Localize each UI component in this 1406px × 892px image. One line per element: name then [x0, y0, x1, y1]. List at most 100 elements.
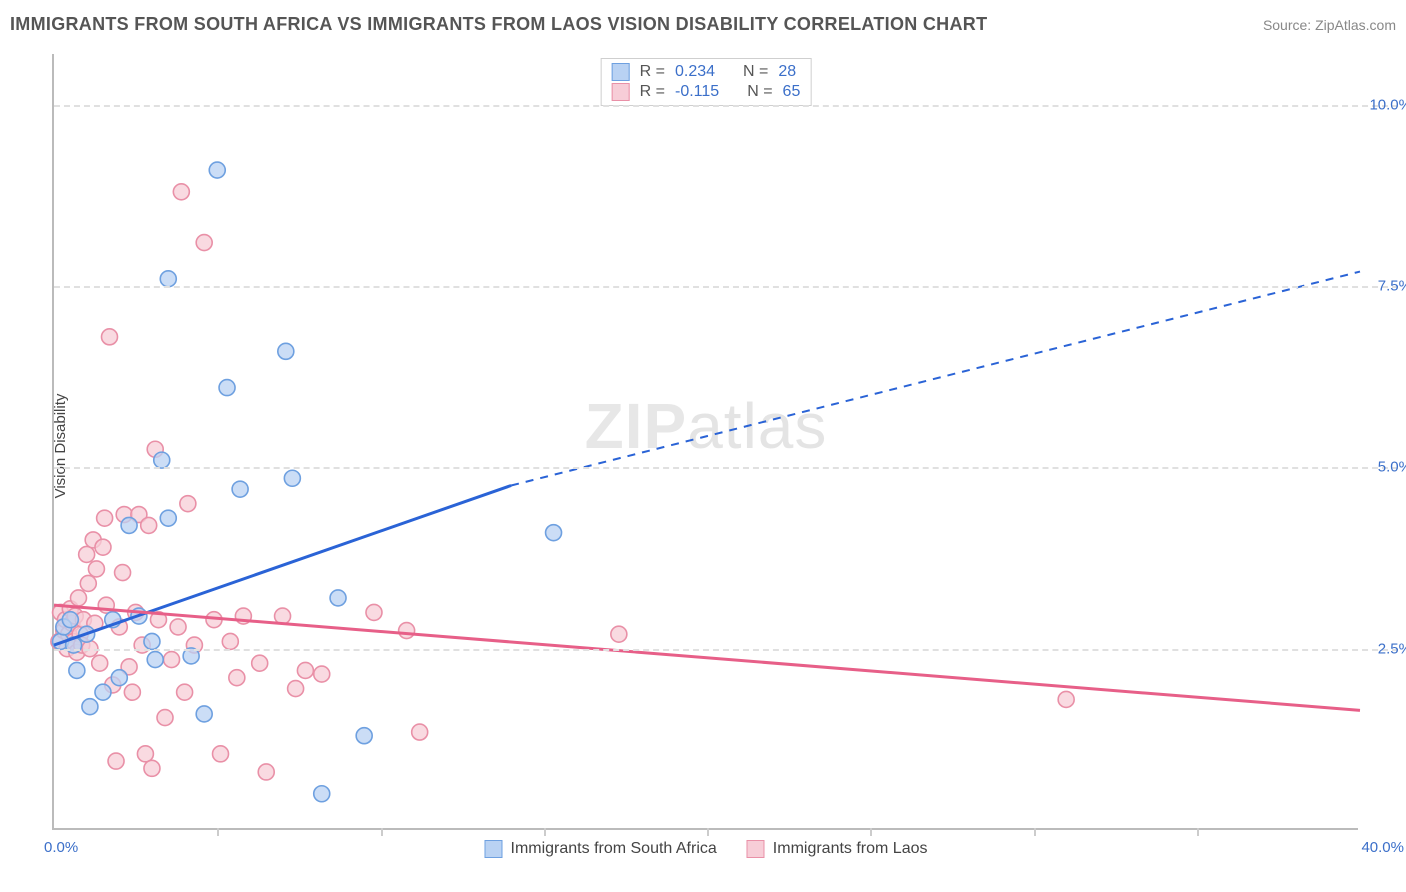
legend-label-0: Immigrants from South Africa: [510, 840, 716, 858]
scatter-point-laos: [229, 670, 245, 686]
scatter-point-south_africa: [209, 162, 225, 178]
scatter-point-laos: [137, 746, 153, 762]
n-label-1: N =: [747, 83, 772, 101]
y-tick-label: 2.5%: [1378, 640, 1406, 657]
scatter-point-laos: [88, 561, 104, 577]
plot-svg: [54, 54, 1360, 830]
x-tick: [1034, 828, 1036, 836]
scatter-point-south_africa: [69, 662, 85, 678]
swatch-south-africa: [612, 63, 630, 81]
scatter-point-south_africa: [278, 343, 294, 359]
scatter-point-south_africa: [314, 786, 330, 802]
r-value-1: -0.115: [675, 83, 719, 101]
x-tick: [1197, 828, 1199, 836]
scatter-point-laos: [213, 746, 229, 762]
scatter-point-laos: [1058, 691, 1074, 707]
gridline: [54, 467, 1398, 469]
x-tick: [544, 828, 546, 836]
r-label-0: R =: [640, 63, 665, 81]
scatter-point-laos: [252, 655, 268, 671]
legend-stats-row-1: R = -0.115 N = 65: [612, 82, 801, 102]
scatter-point-south_africa: [147, 652, 163, 668]
scatter-point-laos: [258, 764, 274, 780]
title-bar: IMMIGRANTS FROM SOUTH AFRICA VS IMMIGRAN…: [10, 14, 1396, 35]
scatter-point-south_africa: [62, 612, 78, 628]
gridline: [54, 105, 1398, 107]
gridline: [54, 649, 1398, 651]
swatch-laos: [612, 83, 630, 101]
scatter-point-laos: [79, 546, 95, 562]
scatter-point-laos: [124, 684, 140, 700]
scatter-point-laos: [80, 575, 96, 591]
legend-item-south-africa: Immigrants from South Africa: [484, 840, 716, 858]
x-tick: [217, 828, 219, 836]
r-value-0: 0.234: [675, 63, 715, 81]
scatter-point-laos: [164, 652, 180, 668]
legend-stats: R = 0.234 N = 28 R = -0.115 N = 65: [601, 58, 812, 106]
scatter-point-south_africa: [330, 590, 346, 606]
scatter-point-laos: [141, 517, 157, 533]
scatter-point-south_africa: [232, 481, 248, 497]
scatter-point-laos: [95, 539, 111, 555]
scatter-point-laos: [108, 753, 124, 769]
scatter-point-laos: [102, 329, 118, 345]
chart-title: IMMIGRANTS FROM SOUTH AFRICA VS IMMIGRAN…: [10, 14, 987, 35]
scatter-point-south_africa: [546, 525, 562, 541]
source-label: Source: ZipAtlas.com: [1263, 17, 1396, 33]
scatter-point-south_africa: [219, 380, 235, 396]
x-tick: [870, 828, 872, 836]
x-tick: [381, 828, 383, 836]
trend-line-dashed-south_africa: [511, 272, 1360, 486]
swatch-south-africa-b: [484, 840, 502, 858]
scatter-point-laos: [314, 666, 330, 682]
scatter-point-laos: [611, 626, 627, 642]
n-value-0: 28: [778, 63, 796, 81]
legend-item-laos: Immigrants from Laos: [747, 840, 928, 858]
scatter-point-south_africa: [160, 271, 176, 287]
scatter-point-laos: [70, 590, 86, 606]
y-tick-label: 7.5%: [1378, 278, 1406, 295]
trend-line-laos: [54, 605, 1360, 710]
scatter-point-laos: [170, 619, 186, 635]
scatter-point-south_africa: [144, 633, 160, 649]
legend-label-1: Immigrants from Laos: [773, 840, 928, 858]
scatter-point-laos: [399, 623, 415, 639]
scatter-point-south_africa: [95, 684, 111, 700]
scatter-point-south_africa: [82, 699, 98, 715]
y-tick-label: 10.0%: [1369, 96, 1406, 113]
n-value-1: 65: [783, 83, 801, 101]
scatter-point-south_africa: [154, 452, 170, 468]
scatter-point-laos: [412, 724, 428, 740]
scatter-point-laos: [177, 684, 193, 700]
scatter-point-south_africa: [196, 706, 212, 722]
swatch-laos-b: [747, 840, 765, 858]
scatter-point-laos: [97, 510, 113, 526]
x-max-label: 40.0%: [1361, 839, 1404, 856]
scatter-point-laos: [180, 496, 196, 512]
x-tick: [707, 828, 709, 836]
scatter-point-south_africa: [121, 517, 137, 533]
x-origin-label: 0.0%: [44, 839, 78, 856]
scatter-point-laos: [92, 655, 108, 671]
scatter-point-laos: [222, 633, 238, 649]
plot-area: ZIPatlas 0.0% 40.0% R = 0.234 N = 28 R =…: [52, 54, 1358, 830]
scatter-point-laos: [144, 760, 160, 776]
scatter-point-south_africa: [111, 670, 127, 686]
scatter-point-laos: [366, 604, 382, 620]
scatter-point-laos: [196, 235, 212, 251]
scatter-point-south_africa: [160, 510, 176, 526]
n-label-0: N =: [743, 63, 768, 81]
legend-series: Immigrants from South Africa Immigrants …: [484, 840, 927, 858]
chart-root: IMMIGRANTS FROM SOUTH AFRICA VS IMMIGRAN…: [0, 0, 1406, 892]
y-tick-label: 5.0%: [1378, 459, 1406, 476]
scatter-point-laos: [297, 662, 313, 678]
scatter-point-south_africa: [356, 728, 372, 744]
legend-stats-row-0: R = 0.234 N = 28: [612, 62, 801, 82]
scatter-point-laos: [173, 184, 189, 200]
r-label-1: R =: [640, 83, 665, 101]
scatter-point-laos: [115, 565, 131, 581]
scatter-point-south_africa: [284, 470, 300, 486]
scatter-point-laos: [288, 681, 304, 697]
scatter-point-laos: [157, 710, 173, 726]
gridline: [54, 286, 1398, 288]
